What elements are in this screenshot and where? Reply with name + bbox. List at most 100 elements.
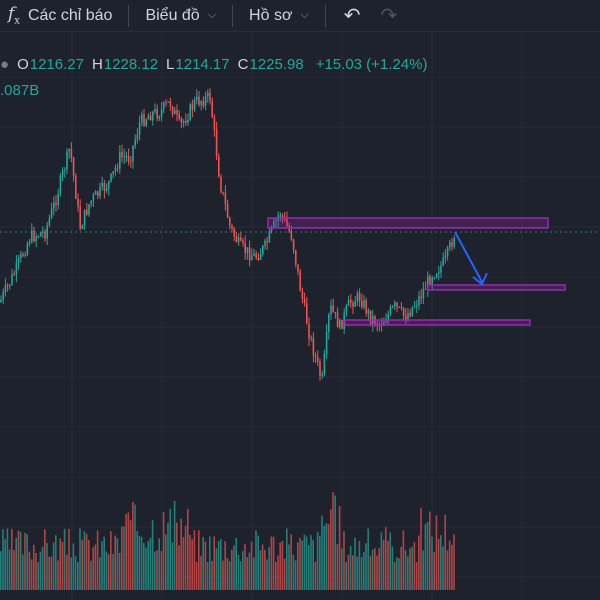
volume-bar [338, 505, 341, 590]
volume-bar [389, 532, 391, 590]
candle-body [119, 152, 121, 169]
volume-bar [123, 526, 125, 590]
volume-bar [453, 534, 455, 590]
candle-body [264, 240, 266, 246]
volume-bar [160, 551, 163, 590]
volume-value: .087B [0, 82, 40, 99]
volume-bar [198, 530, 200, 590]
candle-body [268, 230, 271, 243]
volume-bar [154, 551, 156, 590]
candle-body [215, 129, 218, 157]
candle-body [273, 221, 275, 227]
volume-bar [294, 560, 297, 590]
candle-body [61, 170, 64, 176]
candle-body [163, 102, 165, 110]
candle-body [26, 243, 29, 255]
volume-bar [301, 540, 303, 590]
candle-body [17, 258, 20, 263]
legend-visibility-dot[interactable]: ● [0, 55, 10, 73]
candle-body [356, 293, 359, 302]
volume-bar [215, 548, 218, 590]
volume-bar [19, 531, 22, 590]
candle-body [158, 116, 161, 119]
candle-body [411, 306, 414, 316]
volume-bar [431, 536, 433, 590]
candle-body [275, 220, 277, 222]
profile-menu-button[interactable]: Hồ sơ ⌵ [241, 0, 317, 32]
volume-bar [140, 536, 143, 590]
volume-bar [415, 562, 418, 590]
candle-body [323, 353, 326, 375]
candle-body [59, 175, 62, 194]
volume-bar [257, 535, 259, 590]
top-toolbar: fx Các chỉ báo Biểu đồ ⌵ Hồ sơ ⌵ ↶ ↷ [0, 0, 600, 32]
chart-pane[interactable] [0, 32, 600, 600]
candle-body [266, 240, 268, 243]
redo-button[interactable]: ↷ [371, 0, 408, 32]
candle-body [365, 300, 367, 314]
candle-body [125, 155, 128, 157]
candle-body [292, 239, 295, 251]
volume-bar [352, 555, 354, 590]
candle-body [196, 96, 198, 100]
candle-body [2, 292, 4, 300]
candle-body [37, 236, 40, 238]
candle-body [385, 321, 387, 323]
volume-bar [125, 513, 127, 590]
candle-body [290, 231, 293, 240]
candle-body [301, 291, 304, 299]
volume-bar [387, 540, 389, 590]
volume-bar [283, 558, 286, 590]
volume-bar [297, 542, 299, 590]
volume-bar [358, 541, 361, 590]
resistance-zone [267, 217, 549, 229]
price-chart[interactable] [0, 32, 600, 600]
volume-bar [46, 542, 48, 590]
candle-body [11, 274, 13, 285]
candle-body [83, 209, 86, 226]
volume-bar [374, 548, 376, 590]
fx-icon: fx [8, 4, 20, 27]
volume-bar [286, 528, 288, 590]
candle-body [259, 253, 262, 260]
candle-body [64, 169, 66, 171]
candle-body [451, 242, 453, 247]
chart-menu-label: Biểu đồ [145, 6, 200, 24]
volume-bar [59, 538, 61, 590]
candle-body [394, 302, 396, 307]
low-label: L [166, 55, 175, 73]
candle-body [24, 254, 26, 256]
volume-bar [99, 557, 101, 590]
volume-bar [110, 531, 112, 590]
ohlc-legend: ● O 1216.27 H 1228.12 L 1214.17 C 1225.9… [0, 54, 427, 74]
volume-bar [420, 507, 422, 590]
volume-bar [281, 541, 284, 590]
volume-bar [138, 535, 141, 590]
volume-bar [332, 492, 334, 590]
chart-menu-button[interactable]: Biểu đồ ⌵ [137, 0, 224, 32]
undo-button[interactable]: ↶ [334, 0, 371, 32]
candle-body [330, 305, 332, 315]
candle-body [68, 149, 70, 152]
candle-body [116, 167, 119, 169]
volume-bar [310, 535, 312, 590]
volume-bar [437, 538, 440, 590]
volume-bar [244, 544, 246, 590]
indicators-button[interactable]: fx Các chỉ báo [0, 0, 120, 32]
candle-body [75, 175, 77, 199]
volume-bar [90, 560, 92, 590]
volume-bar [202, 537, 204, 590]
candle-body [321, 374, 323, 376]
volume-bar [448, 540, 451, 590]
volume-bar [103, 536, 105, 590]
candle-body [279, 215, 282, 217]
candle-body [222, 191, 224, 193]
candle-body [332, 305, 334, 312]
volume-bar [173, 500, 176, 590]
volume-bar [233, 545, 235, 590]
candle-body [402, 307, 405, 316]
volume-bar [413, 542, 416, 590]
volume-bar [114, 535, 116, 590]
volume-bar [429, 511, 431, 590]
candle-body [123, 156, 125, 158]
